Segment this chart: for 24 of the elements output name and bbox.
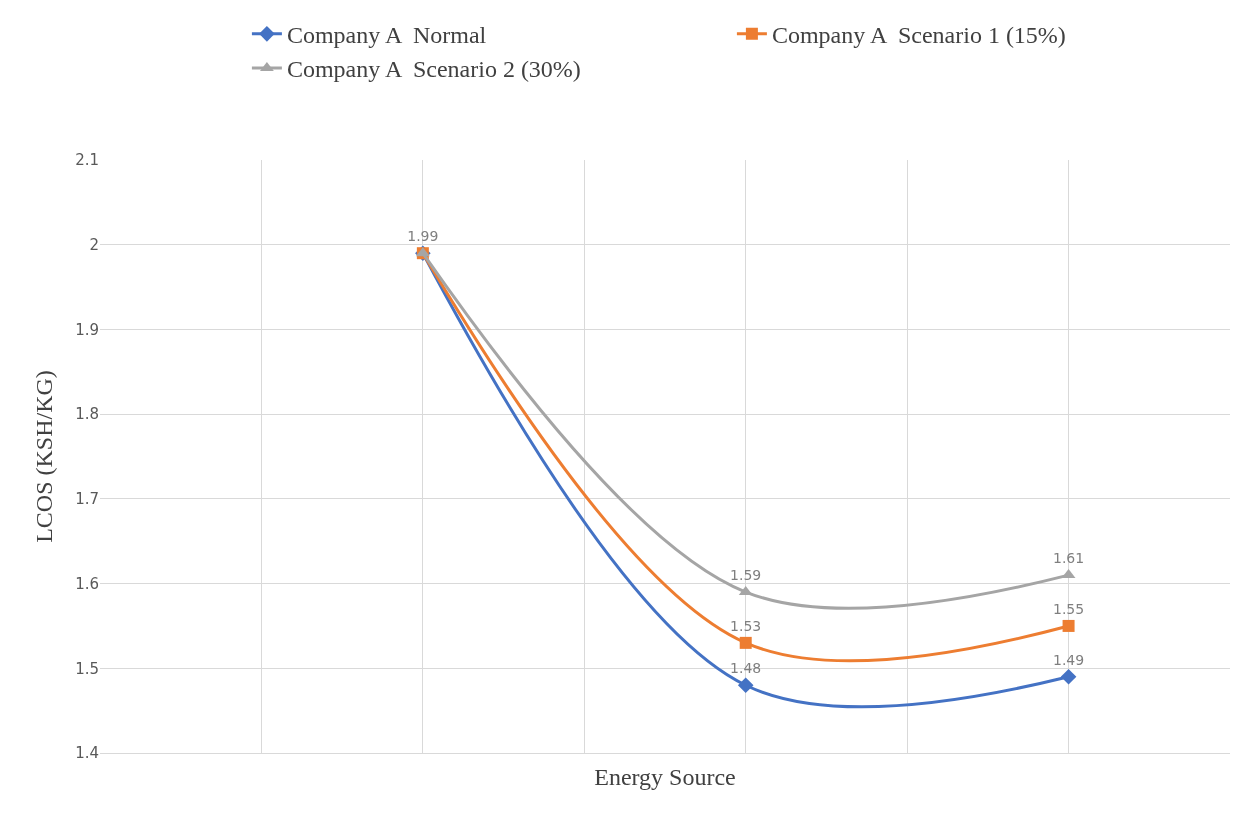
y-axis-title: LCOS (KSH/KG) [31,370,58,543]
data-label: 1.48 [730,660,762,677]
data-label: 1.55 [1052,600,1085,617]
data-label: 1.59 [730,567,762,584]
legend-label: Company A Scenario 1 (15%) [771,22,1066,49]
y-tick-label: 2 [89,235,99,254]
y-tick-label: 1.7 [75,490,99,509]
data-label: 1.61 [1052,550,1085,567]
point [1062,619,1075,632]
point [1060,668,1077,685]
data-label: 1.49 [1052,651,1085,668]
point [739,636,752,649]
x-axis-title: Energy Source [594,764,736,791]
legend-label: Company A Scenario 2 (30%) [286,56,581,83]
data-label: 1.53 [730,617,762,634]
y-tick-label: 1.4 [75,744,99,763]
legend-label: Company A Normal [286,22,487,49]
y-tick-label: 1.8 [75,405,99,424]
point [737,677,754,694]
y-tick-label: 1.6 [75,574,99,593]
y-tick-label: 2.1 [75,151,99,170]
y-tick-label: 1.9 [75,320,99,339]
data-label: 1.99 [407,228,439,245]
y-tick-label: 1.5 [75,659,99,678]
